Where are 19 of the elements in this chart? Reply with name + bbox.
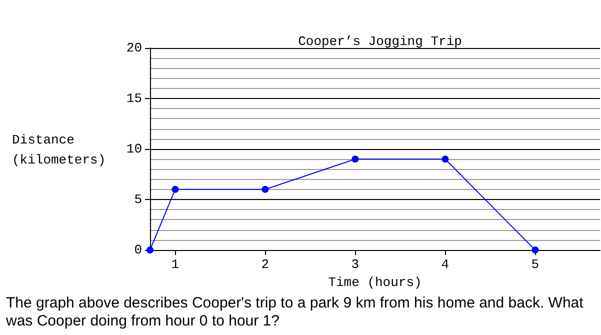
x-tick-label: 3 — [351, 257, 360, 272]
y-tick-label: 5 — [134, 192, 142, 207]
point — [442, 156, 449, 163]
y-tick-label: 10 — [126, 142, 142, 156]
x-tick-label: 1 — [171, 257, 180, 272]
point — [172, 186, 179, 193]
x-tick-label: 4 — [441, 257, 450, 272]
point — [532, 246, 539, 254]
x-axis-title: Time (hours) — [328, 275, 422, 290]
point — [262, 186, 269, 193]
x-tick-label: 2 — [261, 257, 270, 272]
point — [352, 156, 359, 163]
y-axis-title: Distance (kilometers) — [12, 132, 106, 168]
text: The graph above describes Cooper's trip to a park 9 km from his home and back. What was Cooper doing from hour 0 to hour 1? — [5, 294, 588, 330]
chart-title: Cooper’s Jogging Trip — [298, 34, 462, 49]
y-tick-label: 20 — [126, 40, 142, 56]
x-tick-label: 5 — [531, 257, 540, 272]
y-tick-label: 15 — [126, 91, 142, 106]
y-tick-label: 0 — [134, 242, 142, 258]
